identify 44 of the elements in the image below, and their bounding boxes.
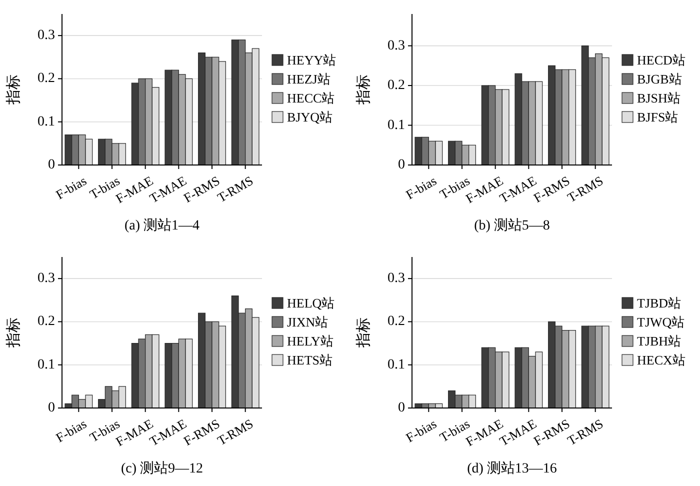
legend-label: HEZJ站 xyxy=(287,72,330,86)
y-tick-label: 0 xyxy=(48,158,55,172)
x-tick-label: F-bias xyxy=(403,172,439,202)
text: (b) 测站5—8 xyxy=(474,218,550,234)
legend-label: BJFS站 xyxy=(637,110,678,124)
y-tick-label: 0.1 xyxy=(388,118,405,133)
x-tick-label: F-bias xyxy=(53,416,89,446)
legend-label: BJSH站 xyxy=(637,90,680,106)
y-tick-label: 0 xyxy=(398,158,405,172)
y-axis-title: 指标 xyxy=(355,74,372,106)
legend-label: HELY站 xyxy=(287,334,334,348)
y-axis-title: 指标 xyxy=(355,318,372,348)
legend-label: JIXN站 xyxy=(287,314,328,330)
y-tick-label: 0.1 xyxy=(38,357,55,372)
y-axis-title: 指标 xyxy=(5,74,22,106)
text: (a) 测站1—4 xyxy=(124,218,200,234)
x-tick-label: F-bias xyxy=(53,172,89,202)
x-tick-label: F-bias xyxy=(403,416,439,446)
y-tick-label: 0.2 xyxy=(38,71,55,86)
y-tick-label: 0.3 xyxy=(388,38,405,54)
y-tick-label: 0.1 xyxy=(38,114,55,130)
text: (c) 测站9—12 xyxy=(120,460,204,476)
legend-label: HECD站 xyxy=(637,52,686,68)
text: (d) 测站13—16 xyxy=(467,460,557,476)
legend-label: HETS站 xyxy=(287,352,332,368)
y-tick-label: 0.1 xyxy=(388,357,405,372)
legend-label: HELQ站 xyxy=(287,296,335,310)
legend-label: HECC站 xyxy=(287,90,335,106)
y-tick-label: 0.3 xyxy=(38,271,55,286)
legend-label: TJWQ站 xyxy=(637,314,685,330)
y-tick-label: 0 xyxy=(398,400,405,416)
legend-label: TJBD站 xyxy=(637,296,682,310)
y-tick-label: 0.2 xyxy=(388,314,405,330)
legend-label: BJYQ站 xyxy=(287,110,333,124)
legend-label: HEYY站 xyxy=(287,52,336,68)
y-tick-label: 0 xyxy=(48,400,55,416)
y-tick-label: 0.2 xyxy=(388,78,405,94)
legend-label: HECX站 xyxy=(637,352,686,368)
legend-label: TJBH站 xyxy=(637,334,682,348)
y-tick-label: 0.3 xyxy=(38,28,55,44)
legend-label: BJGB站 xyxy=(637,72,682,86)
y-axis-title: 指标 xyxy=(5,318,22,348)
y-tick-label: 0.3 xyxy=(388,271,405,286)
y-tick-label: 0.2 xyxy=(38,314,55,330)
